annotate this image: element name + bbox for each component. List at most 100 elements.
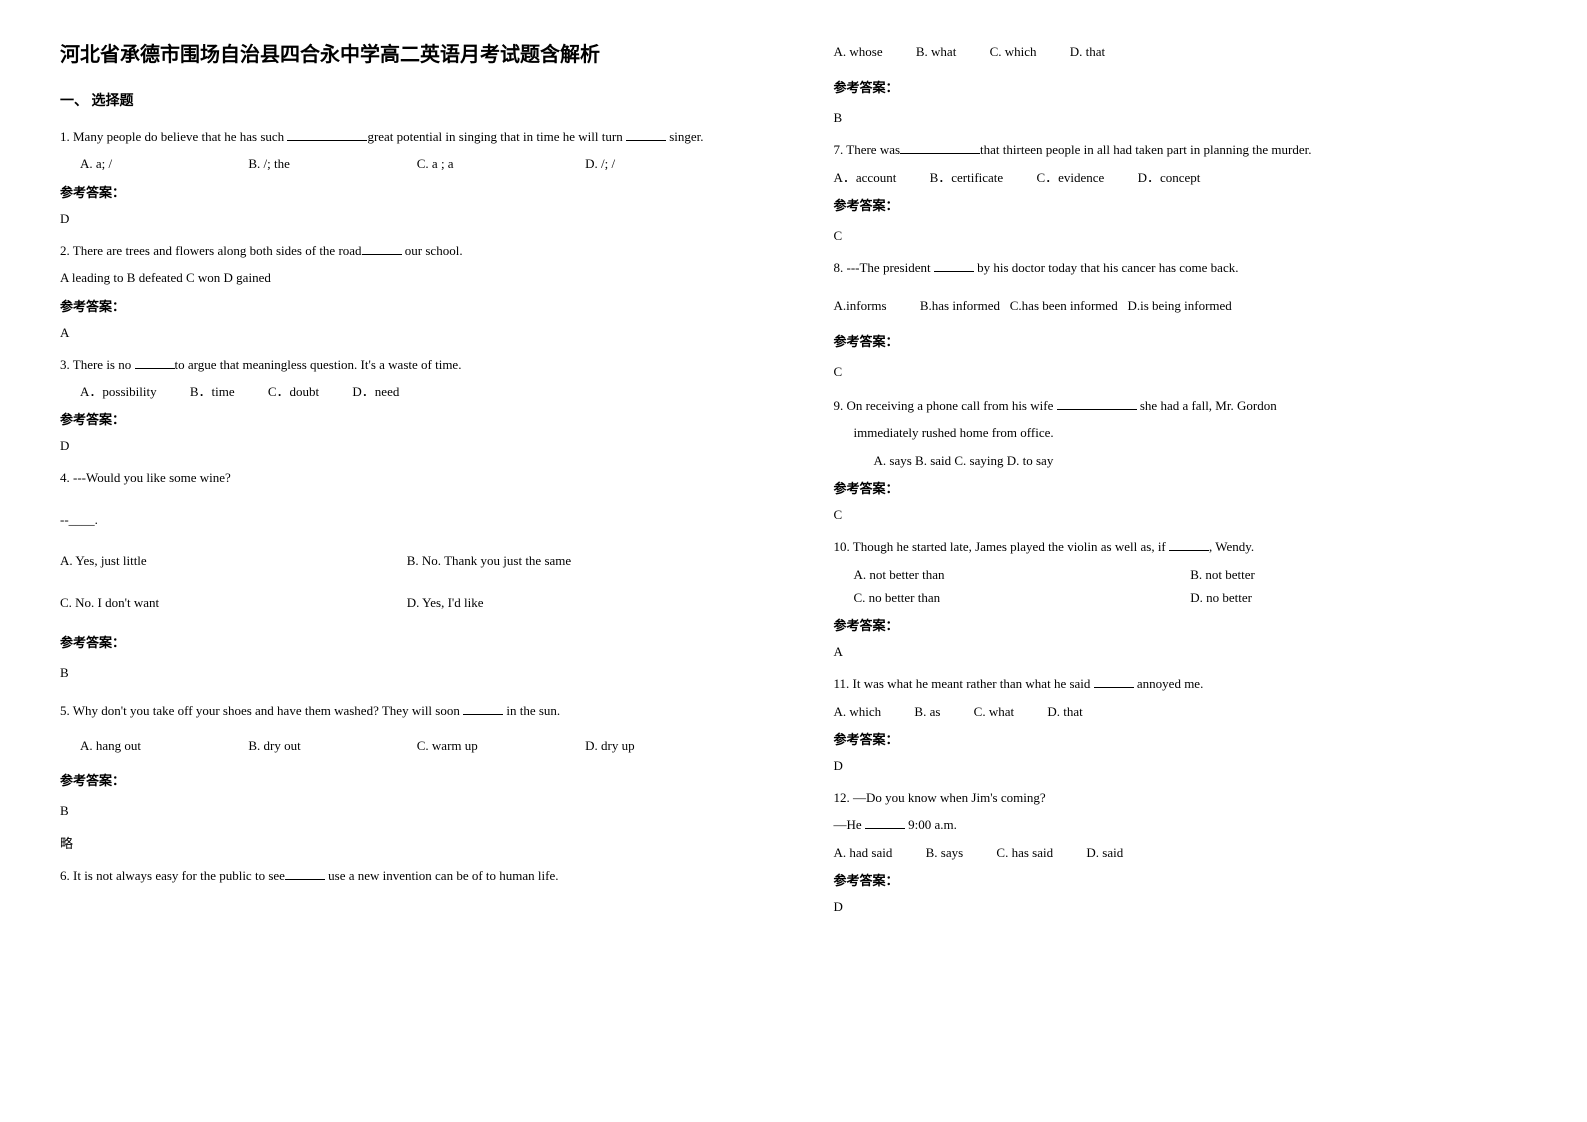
question-1: 1. Many people do believe that he has su… [60,125,754,227]
opt-b: B.has informed [920,298,1000,313]
q1-text-a: 1. Many people do believe that he has su… [60,129,287,144]
question-text: 9. On receiving a phone call from his wi… [834,394,1528,417]
opt-c: C. warm up [417,734,585,757]
opt-c: C. no better than [854,586,1191,609]
question-11: 11. It was what he meant rather than wha… [834,672,1528,774]
opt-c: C．evidence [1036,170,1104,185]
answer-value: B [60,803,754,819]
answer-value: D [60,438,754,454]
opt-d: D. no better [1190,586,1312,609]
question-8: 8. ---The president by his doctor today … [834,256,1528,380]
answer-label: 参考答案： [60,409,754,428]
q7-text-a: 7. There was [834,142,901,157]
opt-a: A. a; / [80,152,248,175]
section-heading: 一、 选择题 [60,90,754,110]
options-row: A.informs B.has informed C.has been info… [834,294,1528,317]
blank [934,259,974,272]
answer-label: 参考答案： [834,77,1528,96]
opt-c: C.has been informed [1010,298,1118,313]
opt-c: C. has said [996,845,1053,860]
opt-b: B．time [190,384,235,399]
opt-a: A. whose [834,44,883,59]
answer-label: 参考答案： [834,615,1528,634]
opt-b: B. not better [1190,563,1315,586]
question-6-cont: A. whose B. what C. which D. that 参考答案： … [834,40,1528,126]
q11-text-a: 11. It was what he meant rather than wha… [834,676,1094,691]
options-row: A. which B. as C. what D. that [834,700,1528,723]
question-2: 2. There are trees and flowers along bot… [60,239,754,341]
answer-label: 参考答案： [60,182,754,201]
answer-label: 参考答案： [834,729,1528,748]
question-4: 4. ---Would you like some wine? --____. … [60,466,754,681]
options-line: A. says B. said C. saying D. to say [834,449,1528,472]
q8-text-a: 8. ---The president [834,260,934,275]
opt-b: B. says [926,845,964,860]
opt-a: A. had said [834,845,893,860]
opt-d: D．need [352,384,399,399]
question-9: 9. On receiving a phone call from his wi… [834,394,1528,523]
answer-value: A [834,644,1528,660]
options-row: A．account B．certificate C．evidence D．con… [834,166,1528,189]
blank [285,867,325,880]
question-text: 1. Many people do believe that he has su… [60,125,754,148]
q12-line2a: —He [834,817,865,832]
question-12: 12. —Do you know when Jim's coming? —He … [834,786,1528,915]
opt-b: B．certificate [930,170,1004,185]
question-7: 7. There wasthat thirteen people in all … [834,138,1528,244]
opt-b: B. dry out [248,734,416,757]
opt-d: D.is being informed [1127,298,1231,313]
answer-value: C [834,507,1528,523]
answer-value: D [60,211,754,227]
q9-text-a: 9. On receiving a phone call from his wi… [834,398,1057,413]
question-text: 10. Though he started late, James played… [834,535,1528,558]
blank [1094,675,1134,688]
options-row-1: A. not better than B. not better [834,563,1528,586]
blank [865,816,905,829]
opt-c: C. which [990,44,1037,59]
q2-text-b: our school. [402,243,463,258]
opt-d: D. Yes, I'd like [407,591,484,614]
blank [362,242,402,255]
extra-note: 略 [60,833,754,852]
question-6: 6. It is not always easy for the public … [60,864,754,887]
opt-d: D. that [1047,704,1082,719]
q3-text-b: to argue that meaningless question. It's… [175,357,462,372]
blank [900,141,980,154]
answer-label: 参考答案： [834,331,1528,350]
q1-text-c: singer. [666,129,704,144]
opt-d: D. /; / [585,152,753,175]
options-line: A leading to B defeated C won D gained [60,266,754,289]
question-5: 5. Why don't you take off your shoes and… [60,699,754,852]
opt-a: A．account [834,170,897,185]
opt-a: A. hang out [80,734,248,757]
q3-text-a: 3. There is no [60,357,135,372]
q12-line2: —He 9:00 a.m. [834,813,1528,836]
q10-text-a: 10. Though he started late, James played… [834,539,1170,554]
blank [287,128,367,141]
q6-text-b: use a new invention can be of to human l… [325,868,559,883]
q2-text-a: 2. There are trees and flowers along bot… [60,243,362,258]
question-text: 8. ---The president by his doctor today … [834,256,1528,279]
question-text: 3. There is no to argue that meaningless… [60,353,754,376]
opt-d: D. that [1070,44,1105,59]
opt-c: C. a ; a [417,152,585,175]
opt-a: A．possibility [80,384,157,399]
q9-text-c: immediately rushed home from office. [834,421,1528,444]
question-text: 5. Why don't you take off your shoes and… [60,699,754,722]
page-title: 河北省承德市围场自治县四合永中学高二英语月考试题含解析 [60,40,754,70]
answer-label: 参考答案： [834,195,1528,214]
opt-d: D. said [1086,845,1123,860]
answer-value: C [834,364,1528,380]
q10-text-b: , Wendy. [1209,539,1254,554]
answer-label: 参考答案： [834,870,1528,889]
answer-value: B [60,665,754,681]
answer-value: B [834,110,1528,126]
opt-a: A.informs [834,298,887,313]
q11-text-b: annoyed me. [1134,676,1204,691]
question-3: 3. There is no to argue that meaningless… [60,353,754,455]
options-row: A. a; / B. /; the C. a ; a D. /; / [60,152,754,175]
answer-label: 参考答案： [834,478,1528,497]
blank [463,702,503,715]
blank [1169,538,1209,551]
q5-text-a: 5. Why don't you take off your shoes and… [60,703,463,718]
